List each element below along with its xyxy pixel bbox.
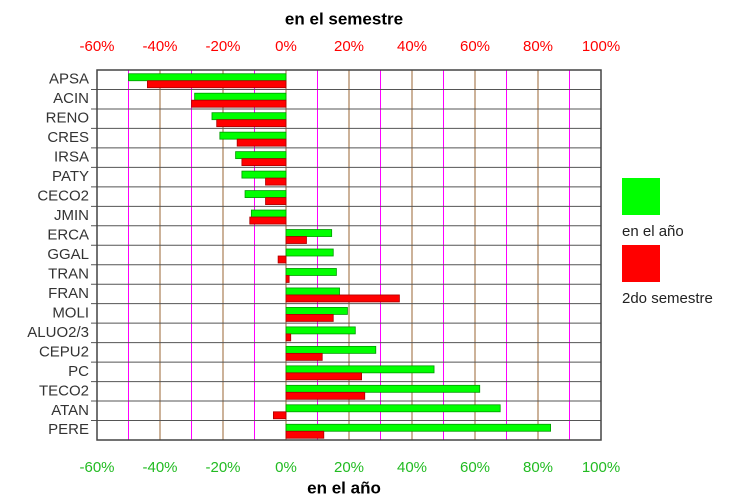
y-tick-label: PC [68,363,89,380]
y-tick-label: TRAN [48,265,89,282]
x2-tick-label: 40% [397,38,427,55]
y-tick-label: FRAN [48,285,89,302]
x-tick-label: 0% [275,459,297,476]
bar [285,248,334,257]
bar [285,333,292,342]
bottom-axis-title: en el año [307,478,381,497]
bar [285,287,340,296]
bar [285,430,325,439]
bar [285,404,501,413]
y-tick-label: ATAN [51,402,89,419]
y-tick-label: RENO [46,110,89,127]
y-tick-label: TECO2 [39,382,89,399]
y-tick-label: MOLI [52,304,89,321]
x2-tick-label: 0% [275,38,297,55]
bar [146,80,287,89]
bar [191,99,287,108]
top-axis-title: en el semestre [285,9,403,28]
x-tick-label: 40% [397,459,427,476]
x2-tick-label: -60% [79,38,114,55]
bar [236,138,287,147]
bar [285,352,323,361]
legend-label: en el año [622,223,684,240]
x2-tick-label: 60% [460,38,490,55]
y-tick-label: CRES [47,129,89,146]
bar [249,216,287,225]
x-tick-label: 60% [460,459,490,476]
x-tick-label: 80% [523,459,553,476]
x2-tick-label: 20% [334,38,364,55]
y-tick-label: GGAL [47,246,89,263]
bar [241,170,287,179]
bar [235,151,287,160]
x2-tick-label: 100% [582,38,620,55]
bar [285,423,552,432]
x-tick-label: -20% [205,459,240,476]
x2-tick-label: 80% [523,38,553,55]
bar [128,73,287,82]
x-tick-label: 100% [582,459,620,476]
y-tick-label: ALUO2/3 [27,324,89,341]
y-tick-label: ACIN [53,90,89,107]
bar [241,158,287,167]
bar [211,112,287,121]
y-tick-label: JMIN [54,207,89,224]
bar [285,294,400,303]
y-tick-label: PATY [52,168,89,185]
x-tick-label: -40% [142,459,177,476]
y-tick-label: CECO2 [37,188,89,205]
legend-swatch [622,245,660,282]
x-tick-label: 20% [334,459,364,476]
legend-label: 2do semestre [622,290,713,307]
legend-swatch [622,178,660,215]
bar [265,177,287,186]
bar [285,345,377,354]
bar [285,391,366,400]
plot-frame [96,69,602,441]
bar [285,365,435,374]
bar [285,275,290,283]
y-tick-label: APSA [49,71,89,88]
bar [285,307,348,315]
bar [285,372,362,381]
bar [272,411,287,420]
x2-tick-label: -40% [142,38,177,55]
bar [285,236,307,244]
bar [194,92,287,101]
bar [219,131,287,140]
bar [285,314,334,322]
bar [277,255,287,264]
y-tick-label: ERCA [47,226,89,243]
bar [216,119,287,128]
y-tick-label: CEPU2 [39,343,89,360]
bar [285,384,481,393]
bar [285,229,333,237]
bar [244,190,287,198]
x-tick-label: -60% [79,459,114,476]
y-tick-label: IRSA [54,149,89,166]
x2-tick-label: -20% [205,38,240,55]
y-tick-label: PERE [48,421,89,438]
bar [285,268,337,276]
bar [250,209,287,218]
bar [285,326,356,335]
bar [265,197,287,205]
